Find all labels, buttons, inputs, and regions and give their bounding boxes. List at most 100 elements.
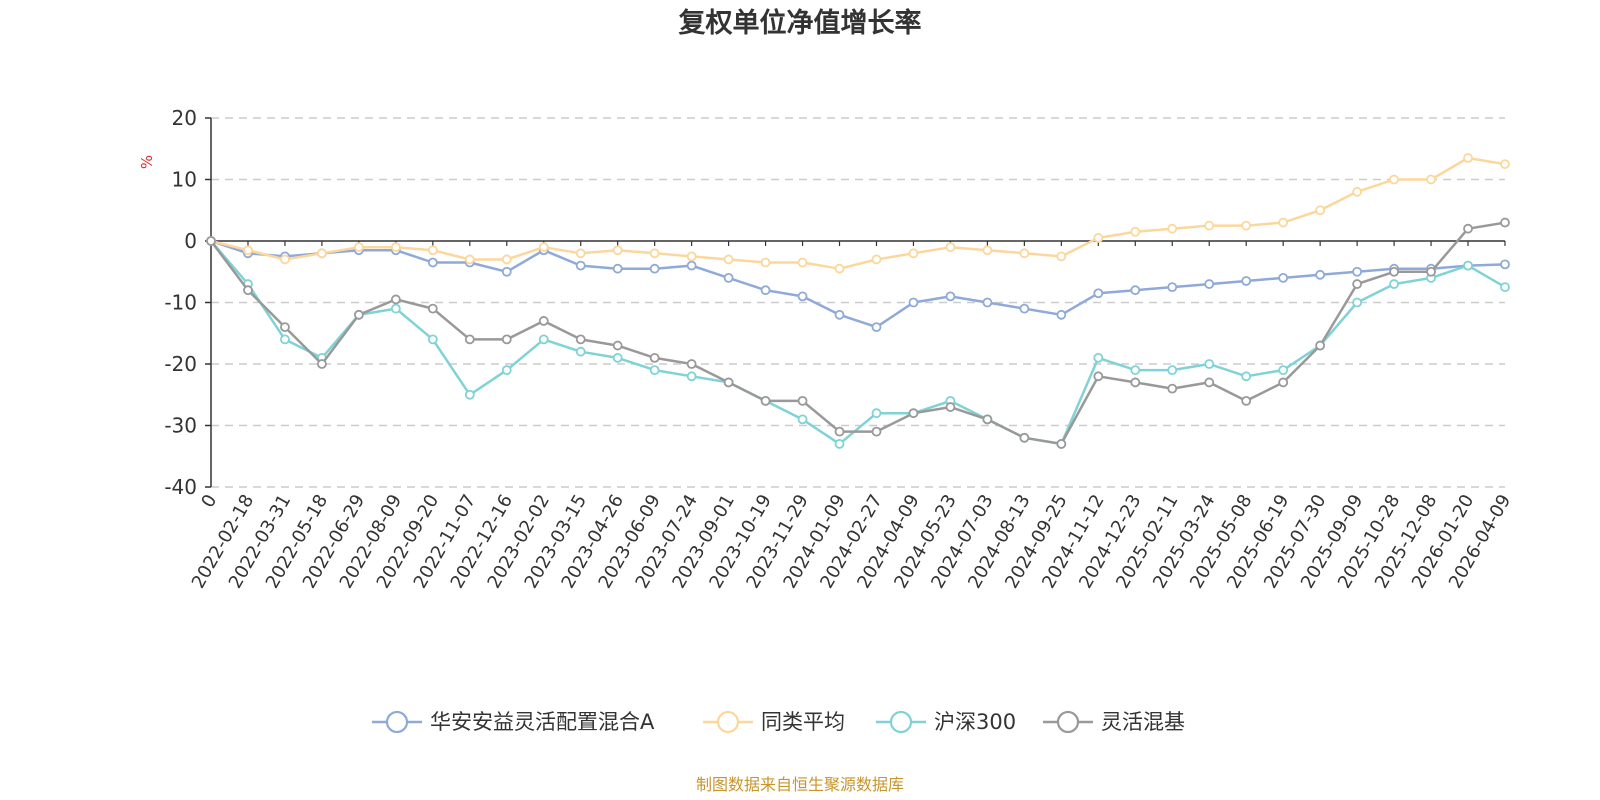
data-point[interactable] — [390, 294, 401, 305]
data-point[interactable] — [427, 245, 438, 256]
data-point[interactable] — [908, 408, 919, 419]
data-point[interactable] — [1278, 365, 1289, 376]
data-point[interactable] — [1241, 276, 1252, 286]
data-point[interactable] — [1278, 377, 1289, 388]
data-point[interactable] — [1278, 217, 1289, 228]
data-point[interactable] — [1019, 432, 1030, 443]
data-point[interactable] — [464, 389, 475, 400]
data-point[interactable] — [1056, 251, 1067, 262]
data-point[interactable] — [1204, 377, 1215, 388]
data-point[interactable] — [1278, 272, 1289, 283]
data-point[interactable] — [649, 352, 660, 363]
data-point[interactable] — [1500, 282, 1510, 293]
data-point[interactable] — [1167, 383, 1178, 394]
data-point[interactable] — [982, 245, 993, 256]
data-point[interactable] — [797, 291, 808, 302]
data-point[interactable] — [834, 309, 845, 320]
data-point[interactable] — [1389, 279, 1399, 289]
data-point[interactable] — [464, 254, 475, 265]
legend-item[interactable]: 沪深300 — [876, 710, 1016, 734]
legend-item[interactable]: 华安安益灵活配置混合A — [372, 710, 655, 734]
data-point[interactable] — [501, 266, 512, 277]
data-point[interactable] — [501, 365, 512, 376]
data-point[interactable] — [723, 272, 734, 283]
legend-item[interactable]: 同类平均 — [703, 710, 845, 734]
data-point[interactable] — [1389, 174, 1399, 185]
data-point[interactable] — [649, 248, 660, 259]
data-point[interactable] — [575, 248, 586, 259]
data-point[interactable] — [1204, 279, 1215, 289]
legend-item[interactable]: 灵活混基 — [1043, 710, 1185, 734]
data-point[interactable] — [243, 285, 253, 296]
data-point[interactable] — [1093, 288, 1104, 299]
data-point[interactable] — [1241, 371, 1252, 382]
data-point[interactable] — [1241, 395, 1252, 406]
data-point[interactable] — [1167, 223, 1178, 234]
data-point[interactable] — [1500, 217, 1510, 228]
data-point[interactable] — [797, 257, 808, 268]
data-point[interactable] — [427, 257, 438, 268]
data-point[interactable] — [1500, 159, 1510, 170]
data-point[interactable] — [353, 309, 364, 320]
data-point[interactable] — [1167, 365, 1178, 376]
data-point[interactable] — [317, 359, 327, 369]
data-point[interactable] — [612, 352, 623, 363]
data-point[interactable] — [1130, 285, 1141, 296]
data-point[interactable] — [1463, 153, 1473, 163]
data-point[interactable] — [243, 245, 253, 256]
data-point[interactable] — [945, 291, 956, 302]
data-point[interactable] — [280, 254, 290, 265]
data-point[interactable] — [1352, 297, 1363, 308]
data-point[interactable] — [1315, 269, 1326, 280]
data-point[interactable] — [1130, 365, 1141, 376]
data-point[interactable] — [538, 242, 549, 253]
data-point[interactable] — [686, 359, 697, 369]
data-point[interactable] — [612, 340, 623, 351]
data-point[interactable] — [1093, 352, 1104, 363]
data-point[interactable] — [686, 371, 697, 382]
data-point[interactable] — [1056, 439, 1067, 449]
data-point[interactable] — [871, 426, 882, 437]
data-point[interactable] — [686, 260, 697, 271]
data-point[interactable] — [908, 248, 919, 259]
data-point[interactable] — [538, 316, 549, 326]
data-point[interactable] — [612, 245, 623, 256]
data-point[interactable] — [464, 334, 475, 345]
data-point[interactable] — [280, 334, 290, 345]
data-point[interactable] — [501, 254, 512, 265]
data-point[interactable] — [1463, 260, 1473, 271]
data-point[interactable] — [390, 242, 401, 253]
data-point[interactable] — [1093, 233, 1104, 243]
data-point[interactable] — [797, 395, 808, 406]
data-point[interactable] — [649, 365, 660, 376]
data-point[interactable] — [945, 402, 956, 412]
data-point[interactable] — [1500, 259, 1510, 270]
data-point[interactable] — [1241, 220, 1252, 231]
data-point[interactable] — [834, 439, 845, 449]
data-point[interactable] — [1389, 266, 1399, 277]
data-point[interactable] — [1426, 174, 1436, 185]
data-point[interactable] — [871, 408, 882, 419]
data-point[interactable] — [317, 248, 327, 259]
data-point[interactable] — [908, 297, 919, 308]
data-point[interactable] — [797, 414, 808, 425]
data-point[interactable] — [575, 260, 586, 271]
data-point[interactable] — [501, 334, 512, 345]
data-point[interactable] — [871, 322, 882, 333]
data-point[interactable] — [982, 414, 993, 425]
data-point[interactable] — [575, 334, 586, 345]
data-point[interactable] — [649, 263, 660, 274]
data-point[interactable] — [1167, 282, 1178, 293]
data-point[interactable] — [1352, 186, 1363, 197]
data-point[interactable] — [723, 377, 734, 388]
data-point[interactable] — [1093, 371, 1104, 382]
data-point[interactable] — [280, 322, 290, 333]
data-point[interactable] — [206, 236, 216, 246]
data-point[interactable] — [760, 285, 771, 296]
data-point[interactable] — [427, 303, 438, 314]
data-point[interactable] — [575, 346, 586, 357]
data-point[interactable] — [353, 242, 364, 253]
data-point[interactable] — [686, 251, 697, 262]
data-point[interactable] — [982, 297, 993, 308]
data-point[interactable] — [1352, 279, 1363, 289]
